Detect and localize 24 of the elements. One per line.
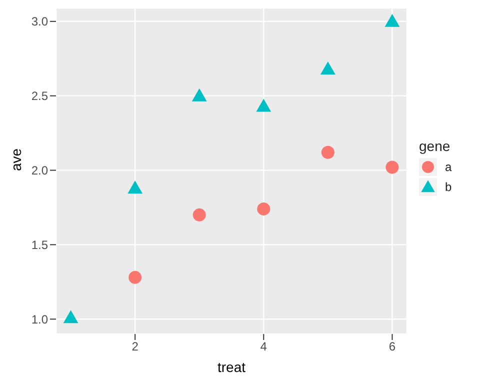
point [192, 88, 207, 102]
point [321, 146, 334, 159]
point [320, 62, 336, 75]
x-tick-label: 4 [260, 340, 268, 354]
point [257, 202, 270, 216]
point [386, 160, 399, 174]
point [63, 310, 78, 324]
point [256, 98, 272, 112]
y-axis-title: ave [8, 148, 24, 171]
legend-label: a [445, 160, 452, 174]
legend-label: b [445, 180, 452, 194]
point [384, 14, 400, 27]
x-tick-label: 2 [132, 340, 139, 354]
point [128, 180, 143, 194]
y-tick-label: 1.0 [31, 312, 48, 326]
y-tick-label: 2.5 [31, 89, 48, 104]
x-axis-title: treat [217, 359, 246, 375]
point [128, 270, 142, 284]
y-tick-label: 1.5 [31, 238, 48, 252]
x-tick-label: 6 [388, 340, 396, 354]
legend-title: gene [419, 138, 452, 154]
y-tick-label: 3.0 [31, 14, 48, 29]
y-tick-label: 2.0 [31, 164, 48, 178]
point [192, 208, 206, 222]
